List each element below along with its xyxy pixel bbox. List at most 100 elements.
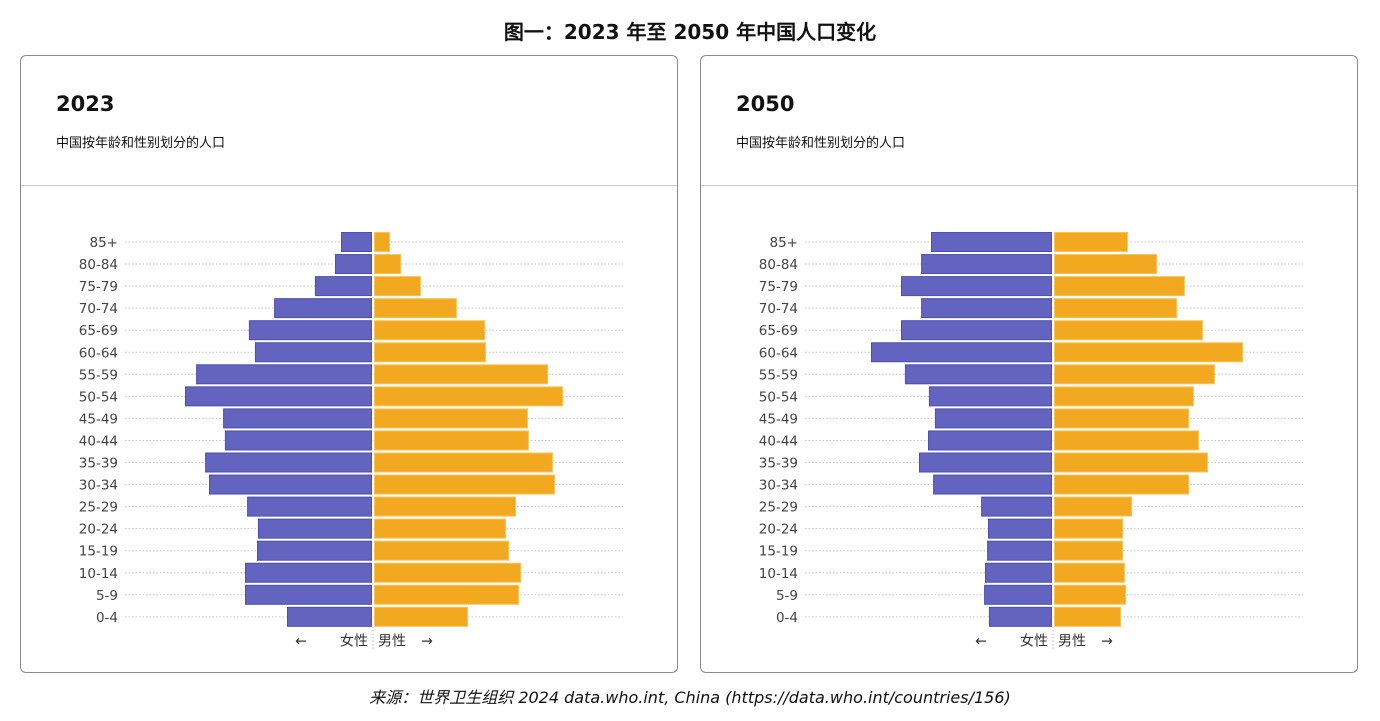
male-bar — [1054, 254, 1157, 275]
age-tick-label: 50-54 — [79, 389, 118, 405]
male-bar — [1054, 408, 1190, 429]
male-bar — [374, 232, 390, 252]
female-bar — [223, 408, 372, 429]
chart-title: 2050 — [736, 92, 795, 116]
male-bar — [1054, 584, 1127, 605]
male-bar — [374, 430, 529, 451]
age-tick-label: 55-59 — [79, 367, 118, 383]
age-tick-label: 75-79 — [759, 279, 798, 295]
chart-card-2050: 2050 中国按年龄和性别划分的人口 85+ 80-84 75-79 70-74 65-… — [700, 55, 1358, 673]
female-bar — [931, 232, 1052, 252]
male-bar — [374, 452, 553, 473]
chart-subtitle: 中国按年龄和性别划分的人口 — [736, 136, 906, 151]
age-tick-label: 25-29 — [759, 500, 798, 516]
age-tick-label: 10-14 — [79, 566, 118, 582]
female-bar — [341, 232, 372, 252]
card-divider — [701, 185, 1357, 186]
female-bar — [988, 518, 1052, 539]
age-tick-label: 20-24 — [79, 522, 118, 538]
age-tick-label: 30-34 — [79, 478, 118, 494]
chart-card-2023: 2023 中国按年龄和性别划分的人口 85+ 80-84 75-79 70-74 65-… — [20, 55, 678, 673]
age-tick-label: 30-34 — [759, 478, 798, 494]
age-tick-label: 10-14 — [759, 566, 798, 582]
age-tick-label: 70-74 — [79, 301, 118, 317]
age-tick-label: 5-9 — [776, 588, 798, 604]
female-bar — [287, 606, 372, 627]
female-axis-label: 女性 — [340, 632, 368, 649]
age-tick-label: 20-24 — [759, 522, 798, 538]
chart-subtitle: 中国按年龄和性别划分的人口 — [56, 136, 226, 151]
female-bar — [933, 474, 1053, 495]
female-bar — [928, 386, 1052, 407]
age-tick-label: 15-19 — [79, 544, 118, 560]
male-bar — [374, 496, 516, 517]
male-bar — [1054, 364, 1215, 385]
female-bar — [196, 364, 372, 385]
age-tick-label: 45-49 — [79, 411, 118, 427]
right-arrow-icon: → — [421, 633, 433, 649]
male-bar — [374, 298, 457, 319]
male-bar — [374, 408, 528, 429]
pyramid-chart-2023: 85+ 80-84 75-79 70-74 65-69 60-64 55-59 50-54 45… — [79, 232, 623, 651]
female-bar — [335, 254, 372, 275]
female-bar — [224, 430, 372, 451]
male-bar — [1054, 518, 1124, 539]
age-tick-label: 85+ — [770, 235, 799, 251]
source-note: 来源：世界卫生组织 2024 data.who.int, China (http… — [369, 688, 1011, 707]
male-bar — [1054, 276, 1185, 297]
female-bar — [257, 518, 372, 539]
male-bar — [1054, 540, 1124, 561]
age-tick-label: 85+ — [90, 235, 119, 251]
age-tick-label: 50-54 — [759, 389, 798, 405]
female-bar — [248, 320, 372, 341]
male-bar — [374, 540, 510, 561]
male-axis-label: 男性 — [378, 633, 406, 649]
male-bar — [1054, 232, 1128, 252]
female-bar — [901, 276, 1052, 297]
male-bar — [1054, 320, 1203, 341]
male-bar — [1054, 496, 1133, 517]
age-tick-label: 65-69 — [759, 323, 798, 339]
age-tick-label: 60-64 — [79, 345, 118, 361]
female-bar — [928, 430, 1052, 451]
age-tick-label: 65-69 — [79, 323, 118, 339]
female-bar — [921, 254, 1052, 275]
age-tick-label: 0-4 — [776, 610, 798, 626]
female-bar — [205, 452, 372, 473]
female-bar — [274, 298, 373, 319]
age-tick-label: 40-44 — [759, 433, 798, 449]
female-bar — [245, 562, 372, 583]
male-bar — [1054, 474, 1190, 495]
age-tick-label: 40-44 — [79, 433, 118, 449]
age-tick-label: 60-64 — [759, 345, 798, 361]
chart-title: 2023 — [56, 92, 115, 116]
female-bar — [254, 342, 372, 363]
age-tick-label: 0-4 — [96, 610, 118, 626]
male-bar — [374, 254, 402, 275]
female-bar — [919, 452, 1052, 473]
female-bar — [985, 562, 1052, 583]
age-tick-label: 75-79 — [79, 279, 118, 295]
card-divider — [21, 185, 677, 186]
female-bar — [904, 364, 1052, 385]
male-bar — [374, 474, 555, 495]
left-arrow-icon: ← — [295, 633, 307, 649]
age-tick-label: 45-49 — [759, 411, 798, 427]
female-bar — [257, 540, 372, 561]
female-bar — [247, 496, 373, 517]
female-bar — [934, 408, 1052, 429]
male-bar — [374, 584, 519, 605]
male-bar — [1054, 606, 1121, 627]
male-axis-label: 男性 — [1058, 633, 1086, 649]
age-tick-label: 35-39 — [79, 456, 118, 472]
age-tick-label: 35-39 — [759, 456, 798, 472]
female-axis-label: 女性 — [1020, 632, 1048, 649]
left-arrow-icon: ← — [975, 633, 987, 649]
age-tick-label: 80-84 — [759, 257, 798, 273]
age-tick-label: 15-19 — [759, 544, 798, 560]
female-bar — [185, 386, 372, 407]
age-tick-label: 80-84 — [79, 257, 118, 273]
age-tick-label: 25-29 — [79, 500, 118, 516]
male-bar — [374, 342, 486, 363]
male-bar — [374, 320, 486, 341]
